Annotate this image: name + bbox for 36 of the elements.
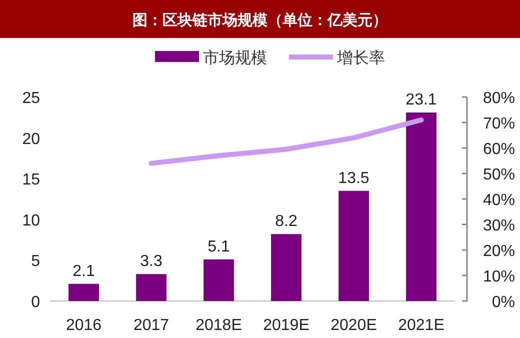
x-tick-label: 2020E [330,317,377,334]
y-tick-label: 20 [22,130,40,148]
data-label: 2.1 [72,262,95,280]
legend-label: 市场规模 [203,49,267,67]
y2-tick-label: 10% [482,268,515,286]
data-label: 13.5 [338,170,370,187]
bar [271,234,302,301]
bar [68,284,99,301]
y-tick-label: 25 [22,90,40,107]
bar [338,190,369,301]
y-tick-label: 0 [31,294,40,311]
chart-title: 图：区块链市场规模（单位：亿美元） [132,11,388,29]
y2-tick-label: 70% [482,116,515,132]
bar [136,274,166,301]
y2-tick-label: 20% [482,243,515,260]
legend-label: 增长率 [336,49,385,67]
x-tick-label: 2017 [133,317,170,334]
y2-tick-label: 0% [492,294,515,311]
y2-tick-label: 30% [482,218,515,234]
x-tick-label: 2018E [196,317,242,334]
bar [204,259,234,301]
y2-tick-label: 50% [482,166,515,184]
x-tick-label: 2019E [263,317,310,334]
data-label: 5.1 [208,238,230,256]
data-label: 23.1 [406,92,437,109]
x-tick-label: 2021E [398,317,444,334]
bar [406,112,436,301]
y-tick-label: 15 [22,172,40,189]
y-tick-label: 10 [22,212,40,230]
y-tick-label: 5 [31,253,40,270]
y2-tick-label: 60% [482,141,515,158]
data-label: 3.3 [140,253,162,270]
x-tick-label: 2016 [66,317,102,334]
y2-tick-label: 80% [482,90,515,107]
y2-tick-label: 40% [482,192,515,209]
data-label: 8.2 [275,213,298,230]
